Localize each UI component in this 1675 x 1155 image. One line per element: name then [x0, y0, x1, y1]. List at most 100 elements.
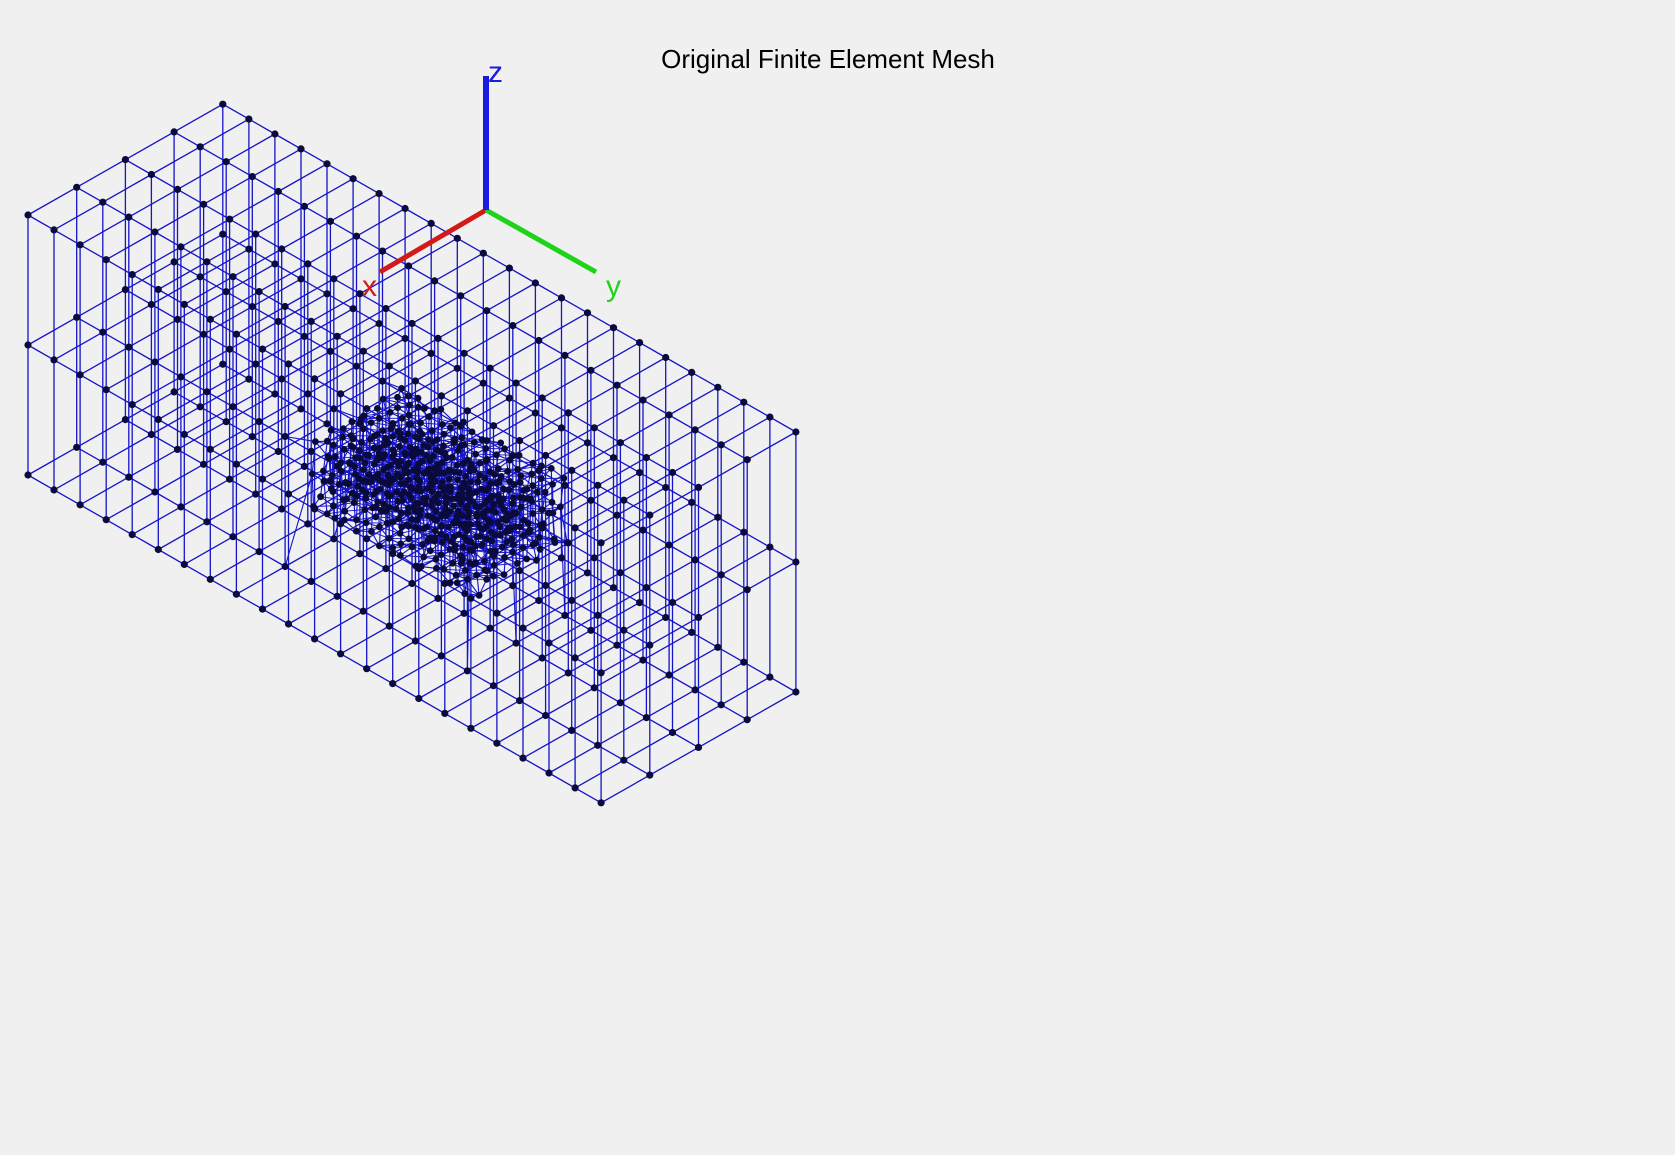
mesh-edge: [456, 367, 484, 384]
mesh-edge: [515, 382, 543, 399]
mesh-node: [500, 571, 508, 578]
mesh-edge: [173, 103, 224, 133]
mesh-edge: [333, 380, 383, 410]
mesh-edge: [597, 717, 647, 746]
mesh-edge: [720, 546, 771, 576]
mesh-edge: [229, 320, 279, 350]
axis-triad: x y z: [362, 56, 621, 303]
mesh-node: [437, 530, 445, 538]
mesh-edge: [128, 188, 178, 218]
mesh-edge: [597, 744, 625, 761]
mesh-node: [691, 686, 699, 694]
mesh-node: [440, 565, 448, 573]
mesh-node: [472, 559, 480, 567]
mesh-node: [333, 332, 341, 340]
mesh-edge: [203, 306, 253, 335]
mesh-node: [438, 538, 446, 546]
mesh-edge: [489, 367, 517, 384]
mesh-edge: [79, 476, 130, 506]
mesh-node: [369, 504, 377, 512]
mesh-node: [517, 472, 525, 480]
mesh-node: [662, 613, 670, 622]
mesh-node: [409, 452, 417, 460]
transition-edge: [284, 473, 313, 567]
mesh-node: [431, 527, 439, 535]
mesh-node: [743, 456, 751, 464]
mesh-node: [389, 432, 397, 440]
mesh-node: [196, 143, 204, 151]
mesh-node: [561, 481, 569, 489]
mesh-edge: [720, 704, 748, 721]
mesh-edge: [616, 514, 644, 531]
mesh-node: [232, 590, 240, 598]
mesh-node: [620, 756, 628, 764]
mesh-node: [281, 302, 289, 311]
mesh-edge: [314, 610, 364, 640]
refined-edge: [517, 465, 542, 470]
mesh-node: [340, 446, 348, 453]
mesh-edge: [541, 499, 592, 529]
mesh-node: [154, 415, 162, 424]
mesh-node: [411, 637, 419, 645]
mesh-edge: [183, 563, 211, 580]
mesh-edge: [258, 291, 286, 308]
mesh-node: [203, 518, 211, 526]
mesh-edge: [304, 178, 354, 207]
mesh-node: [245, 375, 253, 383]
mesh-node: [374, 470, 382, 478]
mesh-edge: [53, 201, 104, 231]
mesh-edge: [310, 580, 338, 597]
mesh-edge: [672, 704, 722, 734]
mesh-node: [389, 680, 397, 688]
mesh-edge: [251, 436, 279, 453]
mesh-node: [468, 489, 476, 497]
mesh-node: [662, 483, 670, 492]
mesh-edge: [623, 601, 673, 631]
mesh-node: [542, 581, 550, 590]
mesh-node: [337, 390, 345, 398]
mesh-node: [398, 523, 406, 531]
mesh-edge: [258, 393, 309, 423]
mesh-node: [493, 451, 500, 459]
mesh-edge: [382, 250, 409, 267]
mesh-node: [463, 527, 471, 535]
refined-edge: [420, 422, 443, 425]
mesh-node: [516, 697, 524, 705]
mesh-node: [528, 470, 536, 478]
mesh-node: [415, 694, 423, 703]
refined-edge: [361, 441, 385, 445]
mesh-edge: [590, 629, 618, 646]
mesh-edge: [496, 584, 546, 614]
mesh-node: [389, 544, 396, 552]
mesh-node: [413, 516, 421, 524]
mesh-edge: [277, 293, 328, 323]
mesh-edge: [304, 205, 331, 222]
mesh-edge: [151, 146, 201, 176]
mesh-edge: [561, 297, 588, 314]
mesh-node: [509, 500, 516, 507]
mesh-node: [177, 373, 185, 381]
mesh-edge: [649, 616, 699, 646]
mesh-edge: [378, 323, 406, 340]
mesh-node: [519, 544, 527, 551]
mesh-node: [464, 575, 471, 583]
y-axis-label: y: [606, 270, 621, 303]
mesh-node: [180, 300, 188, 308]
mesh-node: [339, 433, 346, 441]
mesh-node: [341, 507, 349, 515]
mesh-node: [462, 473, 469, 480]
transition-edge: [511, 539, 517, 644]
refined-edge: [512, 551, 537, 561]
mesh-edge: [330, 193, 380, 222]
mesh-node: [245, 245, 253, 253]
mesh-edge: [284, 565, 312, 582]
mesh-node: [374, 498, 382, 506]
mesh-edge: [157, 261, 208, 291]
mesh-node: [411, 377, 419, 385]
mesh-node: [128, 271, 136, 279]
mesh-node: [405, 476, 413, 484]
mesh-edge: [274, 133, 302, 150]
mesh-edge: [277, 423, 328, 453]
mesh-node: [460, 441, 468, 449]
mesh-edge: [571, 729, 599, 746]
